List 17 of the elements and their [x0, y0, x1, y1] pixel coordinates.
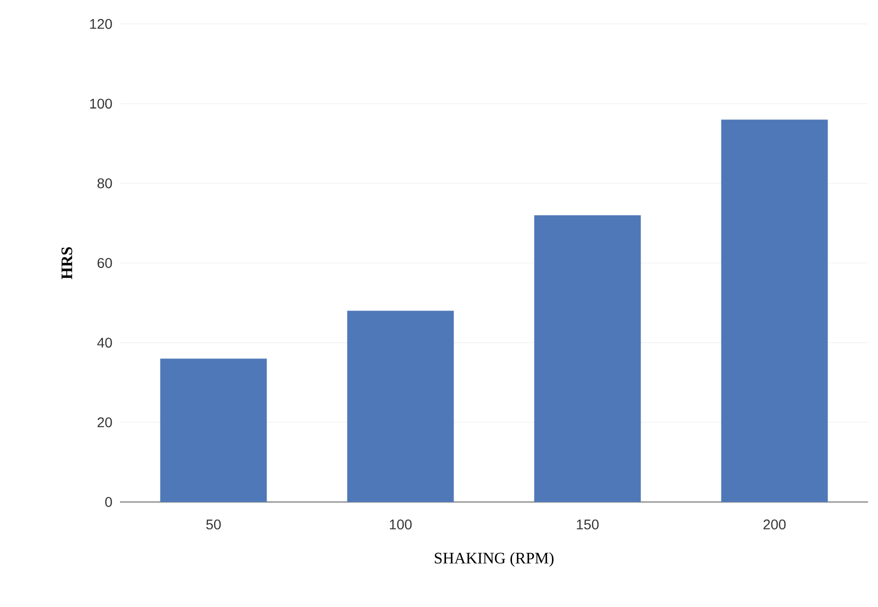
bar: [347, 310, 454, 502]
y-tick-label: 20: [98, 417, 112, 428]
y-tick-label: 100: [90, 98, 112, 109]
x-tick-label: 50: [206, 520, 221, 530]
bar: [534, 215, 641, 502]
y-tick-label: 40: [97, 338, 112, 348]
x-tick-label: 150: [576, 520, 599, 530]
y-tick-label: 0: [105, 497, 112, 507]
x-tick-label: 100: [390, 520, 412, 530]
bar: [160, 358, 267, 502]
y-tick-label: 120: [90, 19, 112, 29]
bar: [721, 120, 828, 502]
y-tick-label: 80: [98, 178, 112, 188]
x-tick-label: 200: [764, 520, 786, 530]
y-axis-title: HRS: [62, 247, 72, 280]
x-axis-title: SHAKING (RPM): [434, 552, 554, 567]
y-tick-label: 60: [98, 258, 112, 268]
